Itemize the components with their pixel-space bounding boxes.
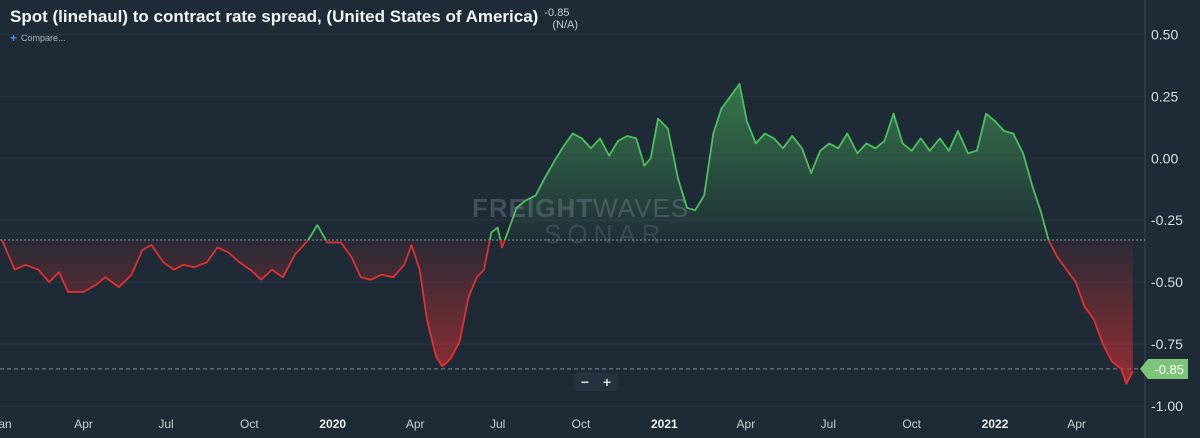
x-tick-label: Apr: [406, 417, 425, 431]
y-tick-label: 0.25: [1151, 88, 1178, 104]
last-value-badge: -0.85: [1140, 359, 1188, 379]
plus-icon: +: [10, 31, 18, 45]
current-value: -0.85: [544, 7, 570, 19]
x-tick-label: Oct: [572, 417, 591, 431]
x-tick-label: Jan: [0, 417, 12, 431]
x-tick-label: Apr: [1067, 417, 1086, 431]
x-tick-label: Jul: [490, 417, 505, 431]
x-axis-ticks: Jan Apr Jul Oct 2020 Apr Jul Oct 2021 Apr Jul Oct 20…: [0, 417, 1086, 431]
y-tick-label: -0.50: [1151, 274, 1183, 290]
change-value: (N/A): [552, 19, 579, 31]
positive-area: [2, 83, 1133, 241]
x-tick-label: 2020: [319, 417, 346, 431]
y-tick-label: -0.75: [1151, 336, 1183, 352]
x-tick-label: Oct: [902, 417, 921, 431]
zoom-controls: − +: [574, 373, 618, 391]
y-tick-label: -1.00: [1151, 398, 1183, 414]
y-axis-ticks: 0.50 0.25 0.00 -0.25 -0.50 -0.75 -1.00: [1151, 26, 1183, 414]
positive-series-line: [1, 83, 1050, 241]
x-tick-label: Oct: [240, 417, 259, 431]
negative-series-line: [1, 240, 1134, 385]
x-tick-label: 2022: [982, 417, 1009, 431]
compare-label: Compare...: [21, 33, 66, 43]
chart-header: Spot (linehaul) to contract rate spread,…: [10, 6, 578, 45]
current-value-stat: -0.85 (N/A): [544, 7, 578, 31]
y-tick-label: 0.00: [1151, 150, 1178, 166]
x-tick-label: Apr: [737, 417, 756, 431]
zoom-out-button[interactable]: −: [580, 374, 590, 390]
x-tick-label: 2021: [651, 417, 678, 431]
x-tick-label: Jul: [158, 417, 173, 431]
chart-title: Spot (linehaul) to contract rate spread,…: [10, 7, 539, 26]
y-tick-label: -0.25: [1151, 212, 1183, 228]
negative-area: [2, 240, 1133, 384]
zoom-in-button[interactable]: +: [602, 374, 612, 390]
y-tick-label: 0.50: [1151, 26, 1178, 42]
x-tick-label: Apr: [74, 417, 93, 431]
x-tick-label: Jul: [821, 417, 836, 431]
compare-button[interactable]: + Compare...: [10, 31, 578, 45]
